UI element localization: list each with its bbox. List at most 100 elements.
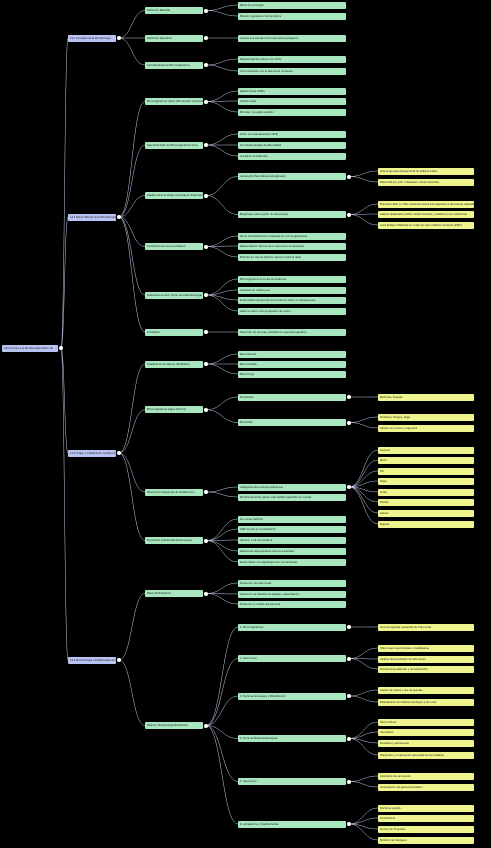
node-conocer-agentes-causantes-de-infecciones[interactable]: Conocer agentes causantes de infecciones <box>378 623 474 631</box>
node-ciencia-que-estudia-microorganismos-pato[interactable]: Ciencia que estudia microorganismos pató… <box>238 34 346 42</box>
collapse-toggle-icon[interactable] <box>204 99 208 104</box>
node-14-1-concepto-de-la-microbiologia[interactable]: 14.1 Concepto de la Microbiología <box>68 34 116 42</box>
node-clasificacion-por-reinos-whittaker[interactable]: Clasificación por Reinos (Whittaker) <box>145 360 203 368</box>
node-generacion-espontanea-abiogenesis[interactable]: Generación Espontánea (Abiogénesis) <box>238 173 346 180</box>
node-funcionamiento-con-la-estructura-unicelu[interactable]: Funcionamiento con la estructura unicelu… <box>238 67 346 75</box>
node-nombre-binomial-genero-mas-epiteto-espec[interactable]: Nombre binomial: género más epíteto espe… <box>238 493 346 501</box>
node-reino-protista[interactable]: Reino Protista <box>238 360 346 368</box>
collapse-toggle-icon[interactable] <box>204 193 208 198</box>
node-definicion-operativa[interactable]: Definición Operativa <box>145 34 203 42</box>
node-pasteurizacion-tecnica-de-conservacion-d[interactable]: Pasteurización: técnica de conservación … <box>238 242 346 250</box>
node-4-toma-de-muestras-biologicas[interactable]: 4. Toma de Muestras Biológicas <box>238 735 346 742</box>
node-celulas-con-nucleo-y-organelos[interactable]: Células con núcleo y organelos <box>378 424 474 432</box>
node-pared-celular-con-peptidoglucano-en-bact[interactable]: Pared celular con peptidoglucano (en bac… <box>238 558 346 566</box>
collapse-toggle-icon[interactable] <box>347 656 351 661</box>
collapse-toggle-icon[interactable] <box>347 779 351 784</box>
node-microbio-concepto-acunado[interactable]: Microbio: concepto acuñado <box>238 108 346 116</box>
collapse-toggle-icon[interactable] <box>204 723 208 728</box>
node-defendida-por-john-t-needham-caldos-herv[interactable]: Defendida por John T. Needham (caldos he… <box>378 178 474 186</box>
node-urocultivos[interactable]: Urocultivos <box>378 728 474 736</box>
node-microorganismos-vistos-microscopio-compu[interactable]: Microorganismos Vistos (Microscopio Comp… <box>145 98 203 105</box>
node-los-llamo-animalculos[interactable]: Los llamó 'animálculos' <box>238 152 346 160</box>
node-dominio[interactable]: Dominio <box>378 446 474 454</box>
collapse-toggle-icon[interactable] <box>204 293 208 297</box>
node-anton-van-leeuwenhoek-1676[interactable]: Anton van Leeuwenhoek (1676) <box>238 130 346 138</box>
node-cadena-de-transmision-de-infecciones[interactable]: Cadena de transmisión de infecciones <box>378 655 474 663</box>
node-aplicacion-de-medidas-de-asepsia-y-ester[interactable]: Aplicación de medidas de asepsia y ester… <box>238 590 346 598</box>
node-cultivarlo-en-cultivo-puro[interactable]: Cultivarlo en cultivo puro <box>238 286 346 294</box>
collapse-toggle-icon[interactable] <box>204 591 208 596</box>
node-estudios-en-ciencia-medica-vacuna-contra[interactable]: Estudios en ciencia médica: vacuna contr… <box>238 253 346 261</box>
node-procariotas[interactable]: Procariotas <box>238 393 346 401</box>
collapse-toggle-icon[interactable] <box>347 212 351 217</box>
node-6-antisepticos-y-desinfectantes[interactable]: 6. Antisépticos y Desinfectantes <box>238 820 346 828</box>
node-prevencion-de-infecciones[interactable]: Prevención de infecciones <box>238 579 346 587</box>
node-taxonomia-categorias-de-clasificacion[interactable]: Taxonomía (Categorías de Clasificación) <box>145 488 203 496</box>
node-protozoos-hongos-algas[interactable]: Protozoos, Hongos, Algas <box>378 413 474 421</box>
collapse-toggle-icon[interactable] <box>204 36 208 40</box>
node-caracteristicas-de-microorganismos[interactable]: Características de Microorganismos <box>145 61 203 69</box>
node-microorganismo-en-todos-los-enfermos[interactable]: Microorganismo en todos los enfermos <box>238 275 346 283</box>
collapse-toggle-icon[interactable] <box>347 420 351 425</box>
collapse-toggle-icon[interactable] <box>347 395 351 399</box>
node-ribosomas-mas-pequenos-que-los-eucariota[interactable]: Ribosomas más pequeños que los eucariota… <box>238 547 346 555</box>
node-debate-sobre-el-origen-generacion-espont[interactable]: Debate sobre el Origen (Generación Espon… <box>145 192 203 199</box>
collapse-toggle-icon[interactable] <box>59 346 63 350</box>
node-clorhexidina[interactable]: Clorhexidina <box>378 814 474 822</box>
node-infecciones-nosocomiales-o-hospitalarias[interactable]: Infecciones nosocomiales o hospitalarias <box>378 644 474 652</box>
node-descubrimiento-de-microorganismos-vivos[interactable]: Descubrimiento de Microorganismos Vivos <box>145 141 203 149</box>
node-3-tecnicas-de-asepsia-y-esterilizacion[interactable]: 3. Técnicas de Asepsia y Esterilización <box>238 692 346 700</box>
node-procariotas-celulas-bacteria-arquea[interactable]: Procariotas (Células Bacteria/Arquea) <box>145 537 203 544</box>
node-pequeno-tamano-menor-de-1mm[interactable]: Pequeño tamaño (menor de 1mm) <box>238 55 346 63</box>
node-precauciones-estandar-y-de-aislamiento[interactable]: Precauciones estándar y de aislamiento <box>378 665 474 673</box>
node-con-lentes-simples-de-alta-calidad[interactable]: Con lentes simples de alta calidad <box>238 141 346 149</box>
node-familia[interactable]: Familia <box>378 498 474 506</box>
node-genero[interactable]: Género <box>378 509 474 517</box>
node-clase[interactable]: Clase <box>378 477 474 485</box>
node-robert-hooke-1665[interactable]: Robert Hooke (1665) <box>238 87 346 95</box>
node-papel-del-enfermero[interactable]: Papel del Enfermero <box>145 590 203 597</box>
node-lazzaro-spallanzani-xviii-caldos-hervido[interactable]: Lazzaro Spallanzani (XVIII): Caldos herv… <box>378 210 474 218</box>
collapse-toggle-icon[interactable] <box>347 625 351 629</box>
root-node[interactable]: Introducción a la Microbiología (Tema 14… <box>2 344 58 352</box>
node-14-2-breve-historia-de-la-microbiologia[interactable]: 14.2 Breve Historia de la Microbiología <box>68 213 116 221</box>
node-francesco-redi-s-xvii-larvas-de-mosca-so[interactable]: Francesco Redi (s. XVII): larvas de mosc… <box>378 200 474 208</box>
node-hemocultivos[interactable]: Hemocultivos <box>378 718 474 726</box>
node-orden[interactable]: Orden <box>378 488 474 496</box>
collapse-toggle-icon[interactable] <box>117 215 121 219</box>
node-categorias-taxonomicas-jerarquicas[interactable]: Categorías taxonómicas jerárquicas <box>238 483 346 491</box>
node-vida-surge-espontaneamente-de-materia-in[interactable]: Vida surge espontáneamente de materia in… <box>378 167 474 175</box>
collapse-toggle-icon[interactable] <box>117 451 121 455</box>
node-contribuciones-de-louis-pasteur[interactable]: Contribuciones de Louis Pasteur <box>145 243 203 250</box>
node-1-microorganismos[interactable]: 1. Microorganismos <box>238 623 346 631</box>
node-enfermedad-reproducida-al-inocular-el-cu[interactable]: Enfermedad reproducida al inocular el cu… <box>238 296 346 304</box>
collapse-toggle-icon[interactable] <box>117 658 121 662</box>
node-reino[interactable]: Reino <box>378 456 474 464</box>
node-louis-pasteur-matraces-en-cuello-de-cisn[interactable]: Louis Pasteur: Matraces en cuello de cis… <box>378 221 474 229</box>
node-esterilizacion-de-material-quirurgico-y-[interactable]: Esterilización de material quirúrgico y … <box>378 698 474 706</box>
node-teoria-de-fermentacion-realizada-por-mic[interactable]: Teoría de fermentación (realizada por mi… <box>238 232 346 240</box>
node-bacterias-arqueas[interactable]: Bacterias, Arqueas <box>378 393 474 401</box>
node-transporte-y-conservacion-adecuada-de-la[interactable]: Transporte y conservación adecuada de la… <box>378 751 474 759</box>
node-microorganismos-segun-dominio[interactable]: Microorganismos según Dominio <box>145 406 203 414</box>
node-postulados-de-koch-inicio-de-la-bacterio[interactable]: Postulados de Koch (Inicio de la Bacteri… <box>145 291 203 299</box>
collapse-toggle-icon[interactable] <box>204 244 208 249</box>
collapse-toggle-icon[interactable] <box>204 8 208 13</box>
node-14-3-origen-y-clasificacion-de-microorga[interactable]: 14.3 Origen y Clasificación de Microorga… <box>68 449 116 457</box>
collapse-toggle-icon[interactable] <box>204 330 208 334</box>
node-peroxido-de-hidrogeno[interactable]: Peróxido de hidrógeno <box>378 836 474 844</box>
collapse-toggle-icon[interactable] <box>204 490 208 494</box>
node-lavado-de-manos-y-uso-de-guantes[interactable]: Lavado de manos y uso de guantes <box>378 686 474 694</box>
node-biogenesis-vida-a-partir-de-vida-previa[interactable]: Biogénesis (vida a partir de vida previa… <box>238 211 346 218</box>
node-estudio-organismos-microscopicos[interactable]: Estudio organismos microscópicos <box>238 12 346 20</box>
collapse-toggle-icon[interactable] <box>117 36 121 40</box>
node-desarrollo-de-vacunas-antibioticos-ingen[interactable]: Desarrollo de vacunas, antibióticos, ing… <box>238 328 346 336</box>
node-definicion-estandar[interactable]: Definición Estándar <box>145 7 203 14</box>
node-especie[interactable]: Especie <box>378 520 474 528</box>
node-adn-circular-en-el-citoplasma[interactable]: ADN circular en el citoplasma <box>238 525 346 533</box>
node-proteccion-y-cuidado-del-paciente[interactable]: Protección y cuidado del paciente <box>238 600 346 608</box>
node-filo[interactable]: Filo <box>378 467 474 475</box>
node-5-vacunacion[interactable]: 5. Vacunación <box>238 778 346 785</box>
node-reino-monera[interactable]: Reino Monera <box>238 350 346 358</box>
node-aislar-el-mismo-microorganismo-de-nuevo[interactable]: Aislar el mismo microorganismo de nuevo <box>238 307 346 315</box>
